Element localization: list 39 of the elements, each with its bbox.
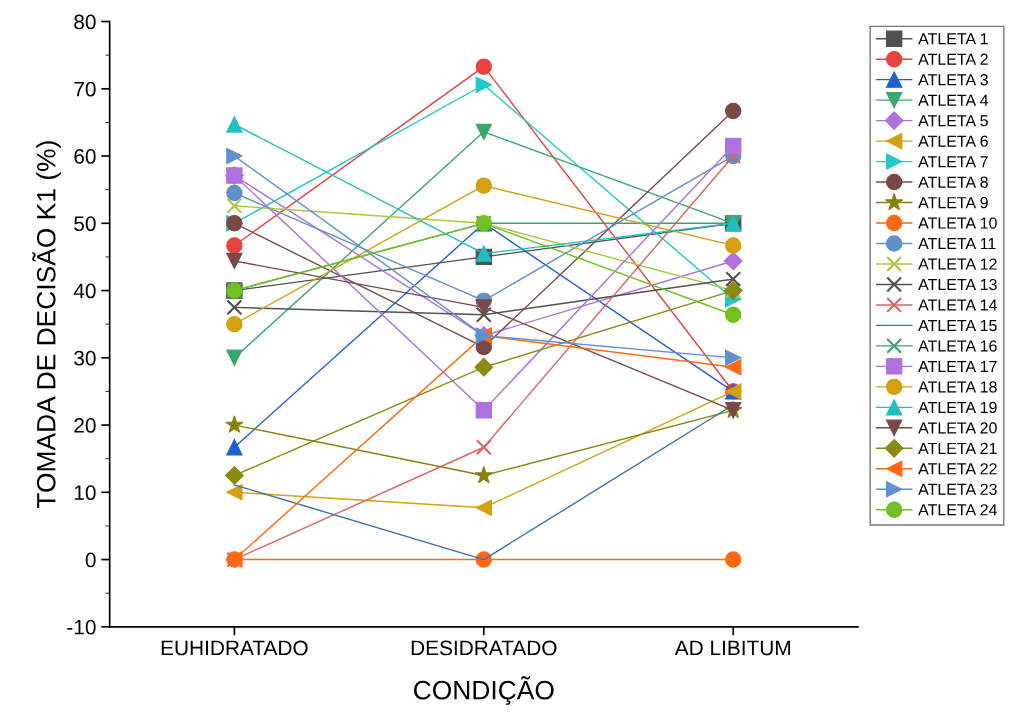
legend-label: ATLETA 3	[918, 74, 988, 86]
legend-label: ATLETA 1	[918, 33, 988, 45]
x-tick-label: EUHIDRATADO	[161, 640, 308, 656]
x-tick-label: DESIDRATADO	[411, 640, 557, 656]
legend-label: ATLETA 5	[918, 115, 988, 127]
legend-label: ATLETA 22	[918, 463, 997, 475]
y-tick-label: 30	[74, 350, 96, 366]
legend-label: ATLETA 21	[918, 442, 997, 454]
legend-label: ATLETA 10	[918, 217, 997, 229]
legend-label: ATLETA 12	[918, 258, 997, 270]
y-tick-label: 20	[74, 418, 96, 433]
y-tick-label: 10	[74, 485, 96, 501]
legend-label: ATLETA 15	[918, 320, 997, 332]
y-axis-title: TOMADA DE DECISÃO K1 (%)	[32, 141, 61, 509]
y-tick-label: 80	[74, 14, 96, 30]
legend-label: ATLETA 8	[918, 176, 988, 188]
y-tick-label: 0	[85, 552, 96, 568]
legend-label: ATLETA 13	[918, 278, 997, 291]
legend-label: ATLETA 11	[918, 238, 996, 250]
legend-label: ATLETA 20	[918, 422, 997, 434]
legend-label: ATLETA 6	[918, 135, 988, 147]
y-tick-label: 50	[74, 216, 96, 232]
legend-label: ATLETA 2	[918, 53, 988, 65]
x-tick-label: AD LIBITUM	[674, 640, 790, 656]
legend-label: ATLETA 19	[918, 401, 997, 414]
y-tick-label: -10	[67, 619, 96, 635]
x-axis-title: CONDIÇÃO	[414, 676, 554, 705]
legend-label: ATLETA 17	[918, 360, 997, 372]
legend-label: ATLETA 24	[918, 504, 997, 516]
legend-label: ATLETA 14	[918, 299, 997, 311]
legend-label: ATLETA 23	[918, 483, 997, 495]
y-tick-label: 70	[74, 81, 96, 97]
legend-label: ATLETA 4	[918, 94, 989, 106]
legend-label: ATLETA 16	[918, 340, 997, 352]
legend-label: ATLETA 18	[918, 381, 997, 393]
y-tick-label: 40	[73, 283, 96, 299]
legend-label: ATLETA 9	[918, 196, 988, 209]
y-tick-label: 60	[74, 149, 96, 164]
legend-label: ATLETA 7	[918, 156, 988, 168]
